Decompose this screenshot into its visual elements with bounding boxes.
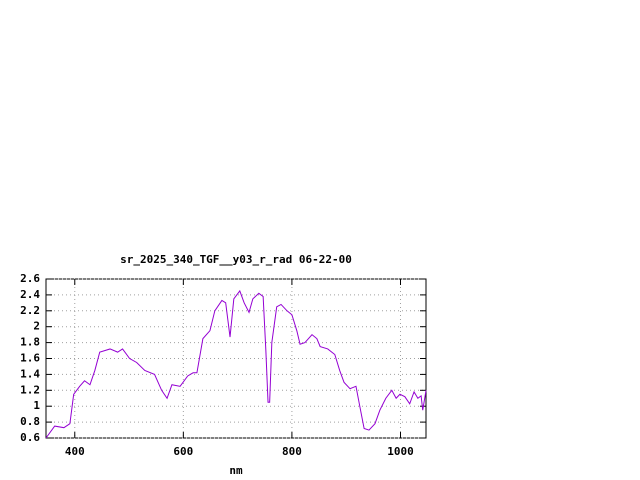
- y-tick-label: 0.6: [20, 431, 40, 444]
- x-tick-label: 400: [65, 445, 85, 458]
- y-tick-label: 1.8: [20, 336, 40, 349]
- y-tick-label: 1.2: [20, 383, 40, 396]
- x-tick-label: 600: [173, 445, 193, 458]
- y-tick-label: 1.4: [20, 367, 40, 380]
- data-line: [45, 289, 427, 439]
- y-tick-label: 1.6: [20, 352, 40, 365]
- y-tick-label: 2.4: [20, 288, 40, 301]
- y-tick-label: 2.2: [20, 304, 40, 317]
- x-tick-label: 800: [282, 445, 302, 458]
- x-tick-label: 1000: [387, 445, 414, 458]
- y-tick-label: 2.6: [20, 272, 40, 285]
- y-tick-label: 0.8: [20, 415, 40, 428]
- x-axis-label: nm: [229, 464, 243, 477]
- chart-title: sr_2025_340_TGF__y03_r_rad 06-22-00: [120, 253, 352, 266]
- y-tick-label: 2: [33, 320, 40, 333]
- y-tick-label: 1: [33, 399, 40, 412]
